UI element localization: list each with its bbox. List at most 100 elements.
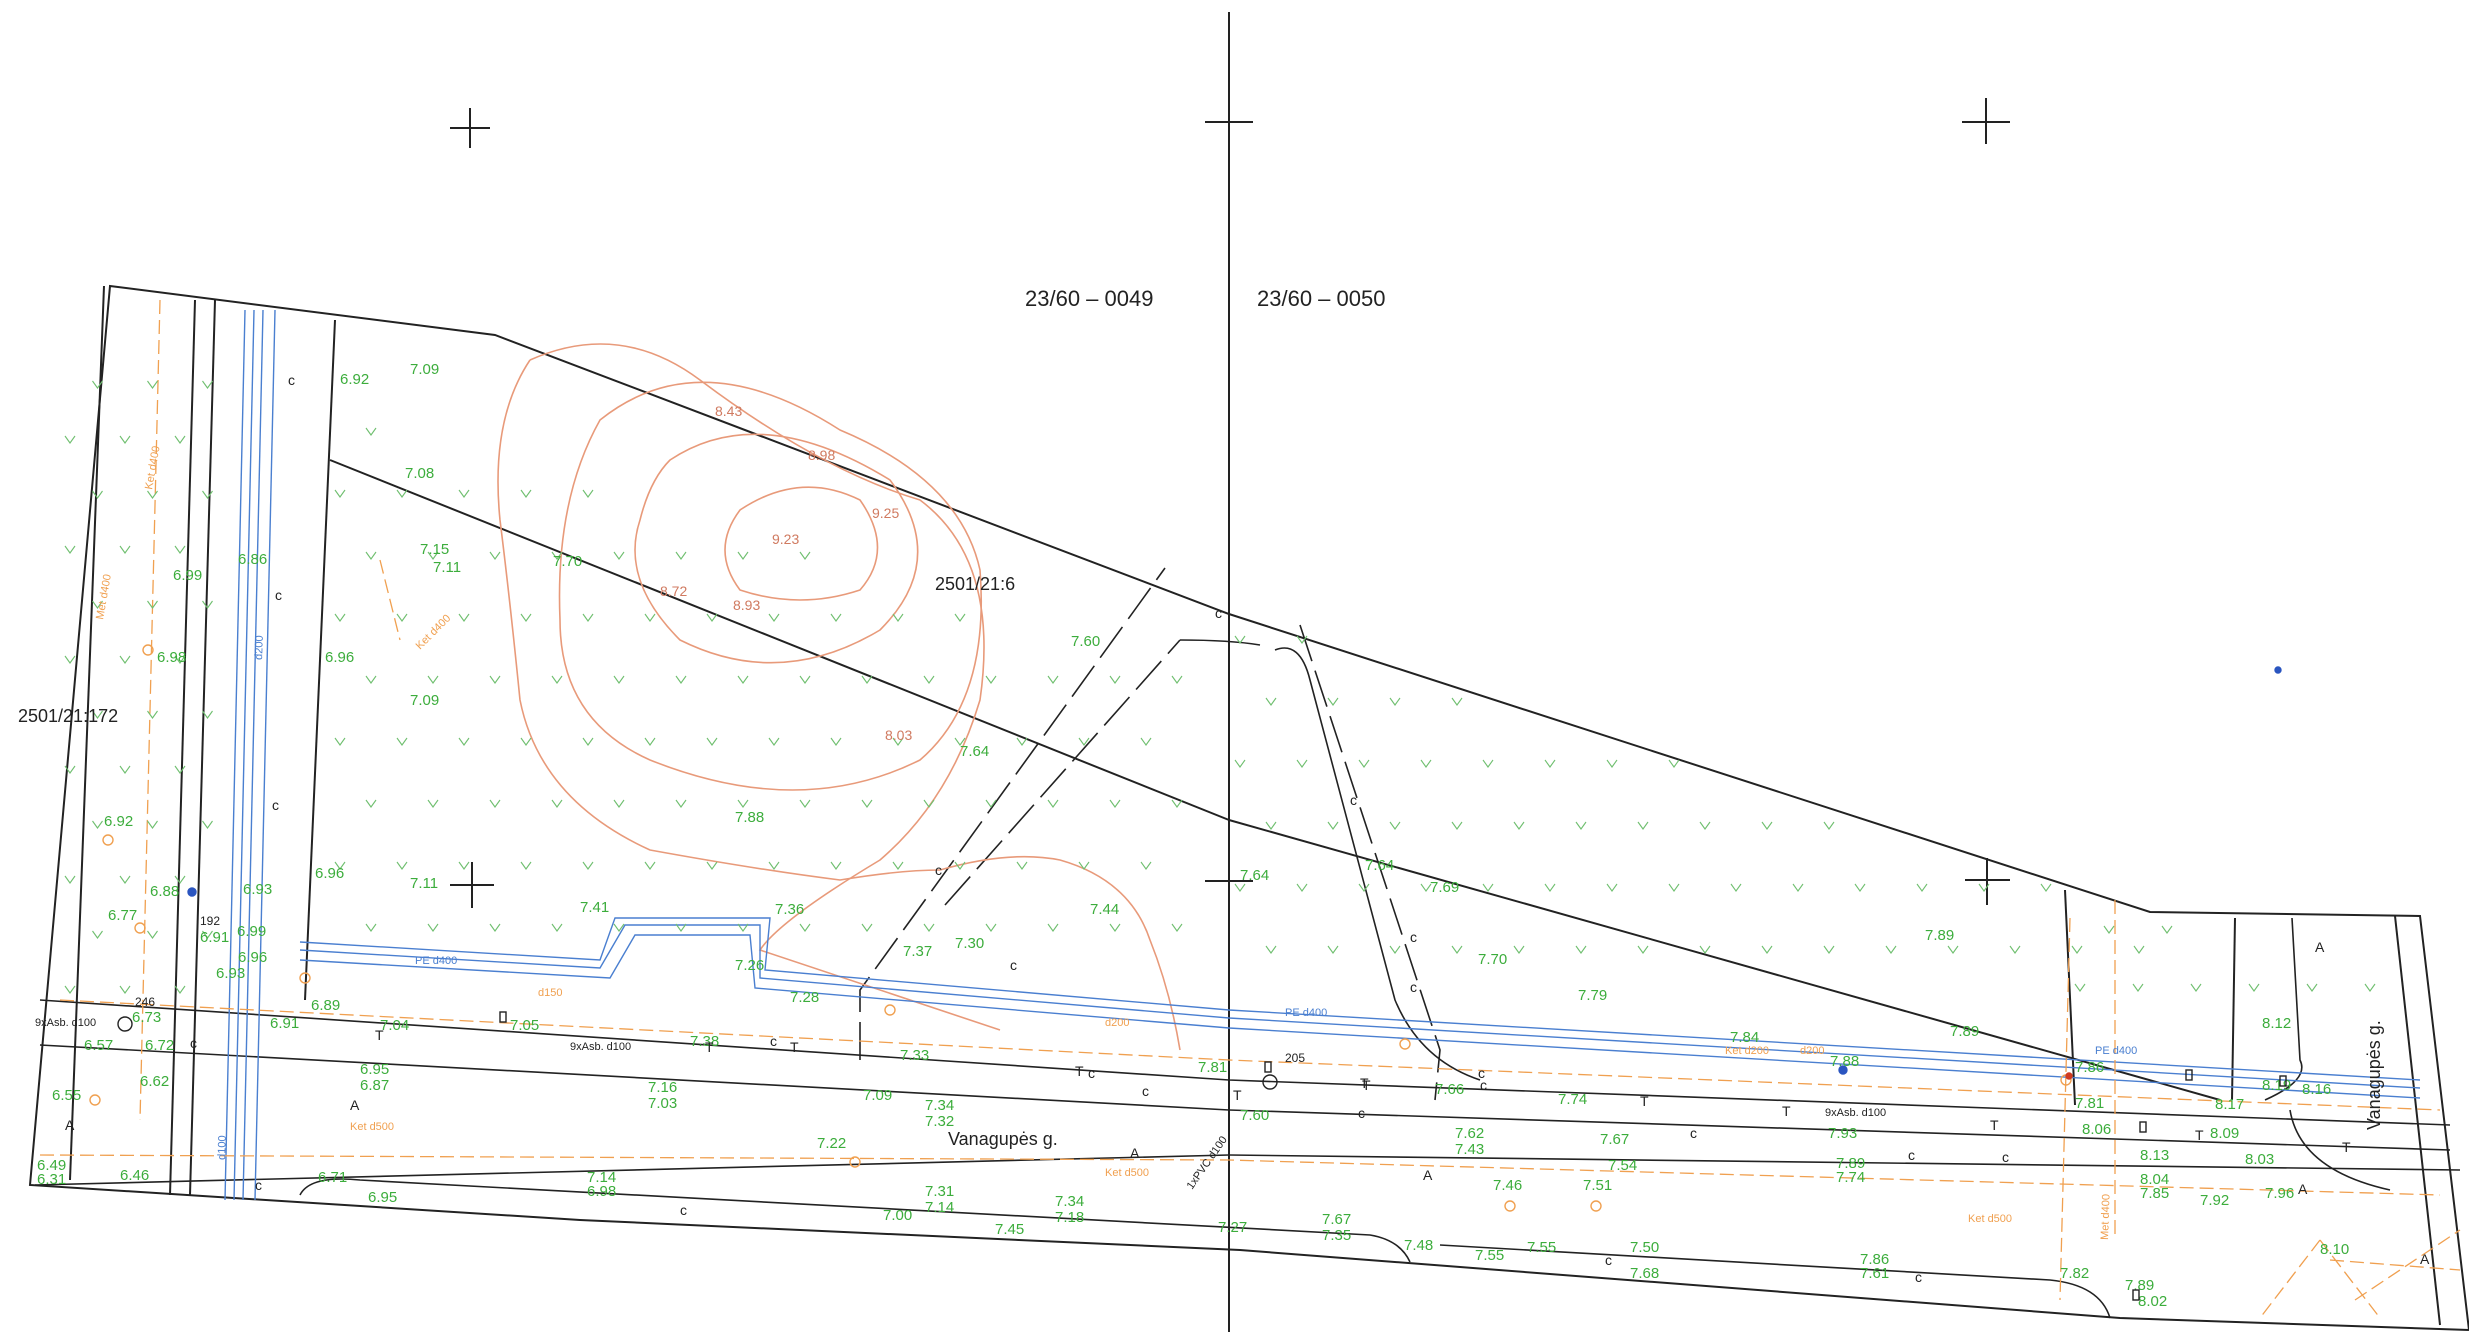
grass-mark bbox=[1047, 675, 1059, 684]
surface-code: c bbox=[1410, 929, 1417, 945]
grass-mark bbox=[2161, 925, 2173, 934]
driveway-inner-right bbox=[1274, 647, 1481, 1081]
surface-code: T bbox=[2195, 1127, 2204, 1143]
survey-markers bbox=[89, 644, 2287, 1301]
grass-mark bbox=[1234, 759, 1246, 768]
grass-mark bbox=[923, 923, 935, 932]
spot-elevation: 8.03 bbox=[2245, 1151, 2274, 1168]
spot-elevation: 7.37 bbox=[903, 943, 932, 960]
grass-mark bbox=[1234, 883, 1246, 892]
grass-mark bbox=[1296, 635, 1308, 644]
grass-mark bbox=[1699, 821, 1711, 830]
spot-elevation: 7.41 bbox=[580, 899, 609, 916]
spot-elevation: 6.46 bbox=[120, 1167, 149, 1184]
grass-mark bbox=[92, 710, 103, 719]
survey-point-icon bbox=[2065, 1072, 2073, 1080]
roads bbox=[34, 567, 2461, 1319]
grass-mark bbox=[520, 613, 532, 622]
grass-mark bbox=[613, 923, 625, 932]
grass-mark bbox=[119, 875, 131, 884]
grass-mark bbox=[1016, 737, 1028, 746]
spot-elevation: 7.74 bbox=[1836, 1169, 1865, 1186]
spot-elevation: 7.09 bbox=[863, 1087, 892, 1104]
grass-mark bbox=[520, 489, 532, 498]
spot-elevation: 7.81 bbox=[1198, 1059, 1227, 1076]
surface-code: A bbox=[65, 1117, 75, 1133]
spot-elevation: 7.15 bbox=[420, 541, 449, 558]
spot-elevation: 6.87 bbox=[360, 1077, 389, 1094]
spot-elevation: 7.08 bbox=[405, 465, 434, 482]
contour-labels: 8.43 8.98 9.25 9.23 8.72 8.93 8.03 bbox=[660, 403, 912, 743]
surface-code: A bbox=[350, 1097, 360, 1113]
grass-mark bbox=[396, 489, 408, 498]
spot-elevation: 6.91 bbox=[270, 1015, 299, 1032]
grass-mark bbox=[1389, 697, 1401, 706]
pole-icon bbox=[2132, 1289, 2140, 1301]
spot-elevation: 7.85 bbox=[2140, 1185, 2169, 1202]
well-icon bbox=[849, 1156, 861, 1168]
spot-elevation: 8.06 bbox=[2082, 1121, 2111, 1138]
grass-mark bbox=[64, 545, 76, 554]
spot-elevation: 7.32 bbox=[925, 1113, 954, 1130]
spot-elevation: 8.04 bbox=[2140, 1171, 2169, 1188]
grass-mark bbox=[427, 923, 439, 932]
pole-icon bbox=[1264, 1061, 1272, 1073]
surface-code: c bbox=[1010, 957, 1017, 973]
spot-elevation: 7.89 bbox=[1950, 1023, 1979, 1040]
grass-mark bbox=[799, 923, 811, 932]
manhole-icon bbox=[1262, 1074, 1278, 1090]
grass-mark bbox=[2190, 983, 2202, 992]
grid-cross-4 bbox=[450, 862, 494, 908]
grass-mark bbox=[1761, 821, 1773, 830]
grass-mark bbox=[396, 613, 408, 622]
spot-elevation: 7.46 bbox=[1493, 1177, 1522, 1194]
utility-label: PE d400 bbox=[1285, 1007, 1327, 1019]
grass-mark bbox=[147, 490, 158, 499]
spot-elevation: 6.96 bbox=[238, 949, 267, 966]
pole-icon bbox=[2139, 1121, 2147, 1133]
well-icon bbox=[1399, 1038, 1411, 1050]
grass-mark bbox=[1234, 635, 1246, 644]
road-edge-3 bbox=[299, 1178, 1411, 1263]
spot-elevation: 6.55 bbox=[52, 1087, 81, 1104]
surface-code: c bbox=[2002, 1149, 2009, 1165]
grass-mark bbox=[613, 675, 625, 684]
spot-elevation: 7.64 bbox=[1365, 857, 1394, 874]
manhole-icon bbox=[117, 1016, 133, 1032]
grass-mark bbox=[64, 985, 76, 994]
grass-mark bbox=[2306, 983, 2318, 992]
road-edge-4 bbox=[1439, 1244, 2111, 1319]
pipe-lines bbox=[224, 309, 2421, 1201]
surface-code: T bbox=[375, 1027, 384, 1043]
spot-elevation: 7.79 bbox=[1578, 987, 1607, 1004]
grass-mark bbox=[64, 655, 76, 664]
grass-mark bbox=[1544, 883, 1556, 892]
surface-code: c bbox=[935, 862, 942, 878]
surface-code: c bbox=[275, 587, 282, 603]
grass-mark bbox=[1078, 737, 1090, 746]
grass-mark bbox=[489, 799, 501, 808]
grass-mark bbox=[334, 489, 346, 498]
spot-elevation: 8.13 bbox=[2140, 1147, 2169, 1164]
utility-label: PE d400 bbox=[415, 955, 457, 967]
grass-mark bbox=[799, 799, 811, 808]
grass-mark bbox=[334, 737, 346, 746]
side-road-edge bbox=[2264, 917, 2303, 1101]
surface-code: T bbox=[2342, 1139, 2351, 1155]
spot-elevation: 8.02 bbox=[2138, 1293, 2167, 1310]
spot-elevation: 6.91 bbox=[200, 929, 229, 946]
survey-boundary bbox=[28, 284, 2469, 1332]
grass-mark bbox=[1265, 945, 1277, 954]
spot-elevation: 7.67 bbox=[1322, 1211, 1351, 1228]
grass-mark bbox=[489, 923, 501, 932]
grass-mark bbox=[1823, 945, 1835, 954]
grass-mark bbox=[489, 675, 501, 684]
surface-code: T bbox=[790, 1039, 799, 1055]
grass-mark bbox=[1420, 883, 1432, 892]
drain-lines bbox=[39, 299, 2461, 1319]
spot-elevation: 7.93 bbox=[1828, 1125, 1857, 1142]
grass-mark bbox=[1761, 945, 1773, 954]
contour-label: 8.72 bbox=[660, 583, 687, 599]
grass-mark bbox=[1606, 759, 1618, 768]
surface-code: T bbox=[1362, 1077, 1371, 1093]
